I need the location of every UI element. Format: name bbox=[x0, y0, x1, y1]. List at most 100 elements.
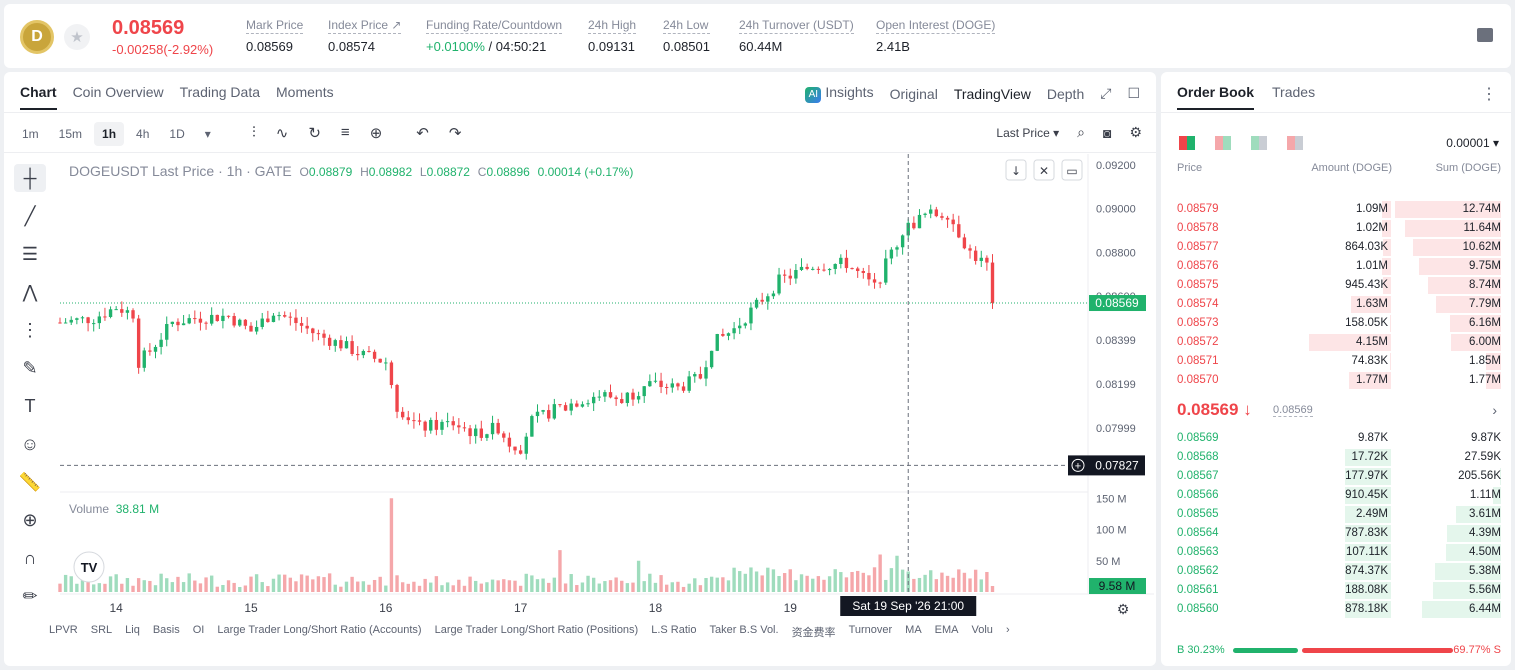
interval-1h[interactable]: 1h bbox=[94, 122, 125, 146]
bid-row[interactable]: 0.08566 910.45K 1.11M bbox=[1161, 486, 1511, 505]
mode-asks-icon[interactable] bbox=[1215, 136, 1231, 150]
axis-settings-icon[interactable]: ⚙ bbox=[1117, 602, 1130, 618]
more-icon[interactable]: ⋮ bbox=[1481, 86, 1497, 103]
price-chart[interactable]: 0.092000.090000.088000.086000.083990.081… bbox=[4, 72, 1156, 666]
gear-icon[interactable]: ⚙ bbox=[1129, 124, 1142, 140]
indicators-icon[interactable]: ∿ bbox=[275, 125, 289, 142]
bid-row[interactable]: 0.08567 177.97K 205.56K bbox=[1161, 467, 1511, 486]
indicator-item[interactable]: Basis bbox=[152, 624, 180, 636]
indicator-item[interactable]: Large Trader Long/Short Ratio (Positions… bbox=[434, 624, 639, 636]
scroll-down-button[interactable] bbox=[1005, 159, 1027, 181]
camera-icon[interactable]: ◙ bbox=[1102, 124, 1112, 141]
volume-bar bbox=[513, 580, 517, 592]
ask-row[interactable]: 0.08573 158.05K 6.16M bbox=[1161, 314, 1511, 333]
interval-15m[interactable]: 15m bbox=[58, 127, 83, 141]
pencil-icon[interactable]: ✏ bbox=[22, 585, 38, 606]
mode-both-icon[interactable] bbox=[1179, 136, 1195, 150]
bid-row[interactable]: 0.08562 874.37K 5.38M bbox=[1161, 562, 1511, 581]
mode-bids-icon[interactable] bbox=[1251, 136, 1267, 150]
chevron-right-icon[interactable]: › bbox=[1492, 402, 1497, 418]
interval-1m[interactable]: 1m bbox=[22, 127, 39, 141]
volume-bar bbox=[153, 585, 158, 592]
candle-body bbox=[142, 350, 146, 368]
bid-row[interactable]: 0.08569 9.87K 9.87K bbox=[1161, 429, 1511, 448]
mode-alt-icon[interactable] bbox=[1287, 136, 1303, 150]
ask-row[interactable]: 0.08571 74.83K 1.85M bbox=[1161, 352, 1511, 371]
indicator-item[interactable]: LPVR bbox=[49, 624, 78, 636]
tab-moments[interactable]: Moments bbox=[276, 84, 334, 100]
ask-row[interactable]: 0.08570 1.77M 1.77M bbox=[1161, 371, 1511, 390]
indicator-item[interactable]: OI bbox=[192, 624, 205, 636]
info-book-icon[interactable] bbox=[1477, 28, 1493, 42]
interval-1d[interactable]: 1D bbox=[169, 127, 185, 141]
chevron-down-icon[interactable]: ▾ bbox=[204, 127, 211, 141]
ask-row[interactable]: 0.08575 945.43K 8.74M bbox=[1161, 276, 1511, 295]
replay-icon[interactable]: ↻ bbox=[308, 125, 321, 142]
ask-row[interactable]: 0.08576 1.01M 9.75M bbox=[1161, 257, 1511, 276]
brush-icon[interactable]: ✎ bbox=[22, 357, 38, 378]
bid-row[interactable]: 0.08560 878.18K 6.44M bbox=[1161, 600, 1511, 619]
tab-trades[interactable]: Trades bbox=[1272, 84, 1316, 100]
indicator-item[interactable]: 资金费率 bbox=[791, 627, 836, 639]
precision-select[interactable]: 0.00001 ▾ bbox=[1446, 136, 1499, 150]
stat-funding-rate[interactable]: Funding Rate/Countdown +0.0100% / 04:50:… bbox=[426, 18, 563, 54]
ask-row[interactable]: 0.08577 864.03K 10.62M bbox=[1161, 238, 1511, 257]
text-icon[interactable]: T bbox=[24, 395, 36, 416]
insights-button[interactable]: AI Insights bbox=[805, 84, 874, 103]
tab-coin-overview[interactable]: Coin Overview bbox=[72, 84, 164, 100]
view-depth[interactable]: Depth bbox=[1046, 85, 1085, 102]
indicator-item[interactable]: Volu bbox=[971, 624, 993, 636]
indicator-item[interactable]: MA bbox=[905, 624, 922, 636]
price-source-select[interactable]: Last Price ▾ bbox=[996, 125, 1060, 140]
pattern-icon[interactable]: ⋀ bbox=[22, 281, 38, 302]
chevron-right-icon[interactable]: › bbox=[1005, 624, 1010, 636]
stat-mark-price[interactable]: Mark Price 0.08569 bbox=[246, 18, 304, 54]
templates-icon[interactable]: ≡ bbox=[340, 124, 350, 141]
view-tradingview[interactable]: TradingView bbox=[953, 85, 1031, 102]
indicator-item[interactable]: L.S Ratio bbox=[651, 624, 697, 636]
indicator-item[interactable]: EMA bbox=[934, 624, 959, 636]
bid-row[interactable]: 0.08565 2.49M 3.61M bbox=[1161, 505, 1511, 524]
zoom-in-icon[interactable]: ⊕ bbox=[22, 509, 38, 530]
ask-row[interactable]: 0.08574 1.63M 7.79M bbox=[1161, 295, 1511, 314]
undo-icon[interactable]: ↶ bbox=[416, 125, 429, 142]
tab-trading-data[interactable]: Trading Data bbox=[179, 84, 261, 100]
crosshair-icon[interactable]: ┼ bbox=[14, 164, 46, 192]
tab-chart[interactable]: Chart bbox=[20, 84, 57, 110]
ruler-icon[interactable]: 📏 bbox=[18, 471, 42, 492]
indicator-item[interactable]: Large Trader Long/Short Ratio (Accounts) bbox=[217, 624, 422, 636]
search-icon[interactable]: ⌕ bbox=[1077, 124, 1085, 140]
fib-icon[interactable]: ⋮ bbox=[21, 319, 39, 340]
favorite-star-icon[interactable]: ★ bbox=[64, 24, 90, 50]
horizontal-lines-icon[interactable]: ☰ bbox=[21, 243, 39, 264]
bid-row[interactable]: 0.08563 107.11K 4.50M bbox=[1161, 543, 1511, 562]
indicator-item[interactable]: Turnover bbox=[848, 624, 893, 636]
indicator-item[interactable]: Liq bbox=[125, 624, 140, 636]
tab-order-book[interactable]: Order Book bbox=[1177, 84, 1255, 110]
expand-icon[interactable]: ⤢ bbox=[1100, 85, 1112, 101]
bid-row[interactable]: 0.08568 17.72K 27.59K bbox=[1161, 448, 1511, 467]
trend-line-icon[interactable]: ╱ bbox=[24, 205, 36, 226]
interval-4h[interactable]: 4h bbox=[136, 127, 150, 141]
ask-row[interactable]: 0.08579 1.09M 12.74M bbox=[1161, 200, 1511, 219]
indicator-item[interactable]: Taker B.S Vol. bbox=[709, 624, 779, 636]
stat-index-price[interactable]: Index Price ↗ 0.08574 bbox=[328, 18, 402, 54]
popout-icon[interactable]: ☐ bbox=[1127, 85, 1140, 101]
price-tick-label: 0.08399 bbox=[1096, 335, 1136, 347]
fit-button[interactable] bbox=[1061, 159, 1083, 181]
magnet-icon[interactable]: ∩ bbox=[23, 547, 37, 568]
candle-body bbox=[496, 422, 500, 434]
bid-row[interactable]: 0.08561 188.08K 5.56M bbox=[1161, 581, 1511, 600]
collapse-button[interactable] bbox=[1033, 159, 1055, 181]
candle-type-icon[interactable]: ⫶ bbox=[252, 124, 256, 141]
ask-row[interactable]: 0.08578 1.02M 11.64M bbox=[1161, 219, 1511, 238]
emoji-icon[interactable]: ☺ bbox=[20, 433, 40, 454]
mid-price[interactable]: 0.08569 ↓ bbox=[1177, 400, 1252, 420]
bid-row[interactable]: 0.08564 787.83K 4.39M bbox=[1161, 524, 1511, 543]
redo-icon[interactable]: ↷ bbox=[448, 125, 462, 142]
indicator-item[interactable]: SRL bbox=[90, 624, 113, 636]
stat-open-interest[interactable]: Open Interest (DOGE) 2.41B bbox=[876, 18, 996, 54]
view-original[interactable]: Original bbox=[889, 85, 938, 102]
add-alert-icon[interactable]: ⊕ bbox=[369, 125, 383, 142]
ask-row[interactable]: 0.08572 4.15M 6.00M bbox=[1161, 333, 1511, 352]
